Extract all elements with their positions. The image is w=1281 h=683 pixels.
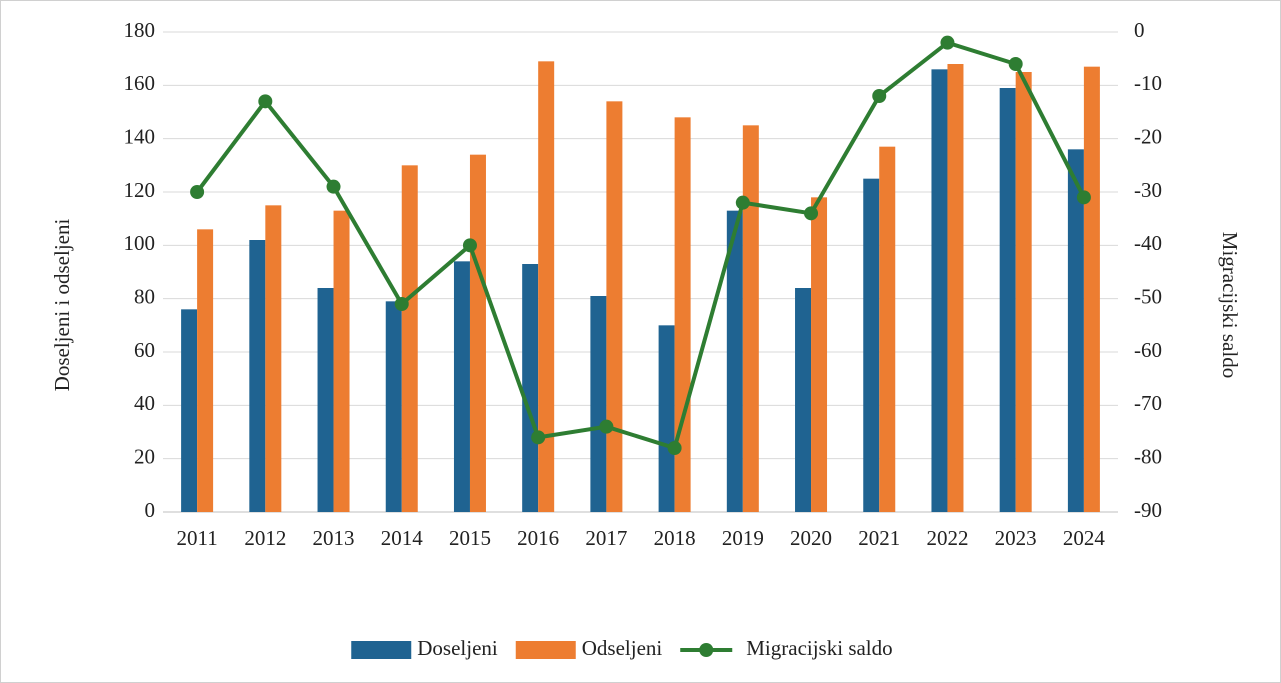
- y2-tick-label: 0: [1134, 18, 1145, 42]
- x-tick-label: 2014: [381, 526, 424, 550]
- line-marker: [326, 179, 341, 194]
- y2-tick-label: -20: [1134, 124, 1162, 148]
- x-tick-label: 2023: [995, 526, 1037, 550]
- y2-tick-label: -30: [1134, 178, 1162, 202]
- bar: [469, 154, 486, 512]
- line-marker: [599, 419, 614, 434]
- line-marker: [1008, 57, 1023, 71]
- bar: [606, 101, 623, 512]
- y2-tick-label: -80: [1134, 444, 1162, 468]
- line-marker: [531, 430, 546, 445]
- bar: [453, 261, 470, 512]
- bar: [1067, 149, 1084, 513]
- bar: [742, 125, 759, 512]
- y-tick-label: 120: [124, 178, 156, 202]
- bar: [333, 210, 350, 512]
- x-tick-label: 2016: [517, 526, 559, 550]
- line-marker: [258, 94, 273, 109]
- line-marker: [462, 238, 477, 253]
- line-marker: [804, 206, 819, 221]
- bar: [538, 61, 555, 512]
- legend-label: Odseljeni: [582, 636, 663, 660]
- y-tick-label: 0: [145, 498, 156, 522]
- bar: [658, 325, 675, 512]
- x-tick-label: 2017: [585, 526, 627, 550]
- x-tick-label: 2018: [654, 526, 696, 550]
- y-tick-label: 20: [134, 444, 155, 468]
- bar: [795, 288, 812, 512]
- line-marker: [872, 89, 887, 103]
- y2-axis-label: Migracijski saldo: [1218, 232, 1242, 378]
- bar: [1083, 66, 1100, 513]
- bar: [249, 240, 266, 512]
- legend-item: Odseljeni: [515, 636, 663, 660]
- y2-tick-label: -10: [1134, 71, 1162, 95]
- bar: [317, 288, 334, 512]
- bar: [181, 309, 198, 512]
- y-tick-label: 100: [124, 231, 156, 255]
- y-tick-label: 160: [124, 71, 156, 95]
- y2-tick-label: -70: [1134, 391, 1162, 415]
- y2-tick-label: -40: [1134, 231, 1162, 255]
- x-tick-label: 2022: [926, 526, 968, 550]
- legend-swatch: [699, 643, 714, 657]
- line-marker: [394, 297, 409, 311]
- legend-swatch: [515, 641, 576, 659]
- legend-swatch: [351, 641, 412, 659]
- line: [195, 40, 1086, 451]
- bar: [811, 197, 828, 513]
- x-tick-label: 2015: [449, 526, 491, 550]
- legend-item: Migracijski saldo: [680, 636, 893, 660]
- bar: [726, 210, 743, 512]
- bar: [1015, 72, 1032, 512]
- y-tick-label: 60: [134, 338, 155, 362]
- x-tick-label: 2024: [1063, 526, 1106, 550]
- y-tick-label: 140: [124, 124, 156, 148]
- line-marker: [190, 185, 205, 199]
- bar: [879, 146, 896, 512]
- x-tick-label: 2020: [790, 526, 832, 550]
- legend-item: Doseljeni: [351, 636, 498, 660]
- bar: [674, 117, 691, 512]
- bar: [197, 229, 214, 513]
- x-tick-label: 2013: [313, 526, 355, 550]
- y-axis-label: Doseljeni i odseljeni: [50, 219, 74, 392]
- bar: [401, 165, 418, 513]
- bar: [863, 178, 880, 512]
- x-tick-label: 2021: [858, 526, 900, 550]
- legend-label: Doseljeni: [417, 636, 498, 660]
- legend-label: Migracijski saldo: [746, 636, 892, 660]
- y2-tick-label: -60: [1134, 338, 1162, 362]
- bar: [931, 69, 948, 512]
- bar: [947, 64, 964, 512]
- x-tick-label: 2011: [176, 526, 217, 550]
- x-tick-label: 2019: [722, 526, 764, 550]
- y-tick-label: 180: [124, 18, 156, 42]
- bar: [265, 205, 282, 513]
- x-tick-label: 2012: [244, 526, 286, 550]
- bar: [999, 88, 1016, 512]
- line-marker: [667, 441, 682, 455]
- line-marker: [735, 195, 750, 210]
- bar: [590, 296, 607, 512]
- bar: [522, 264, 539, 512]
- line-marker: [1076, 190, 1091, 205]
- y-tick-label: 80: [134, 284, 155, 308]
- y2-tick-label: -90: [1134, 498, 1162, 522]
- y2-tick-label: -50: [1134, 284, 1162, 308]
- line-marker: [940, 35, 955, 50]
- y-tick-label: 40: [134, 391, 155, 415]
- bar: [385, 301, 402, 512]
